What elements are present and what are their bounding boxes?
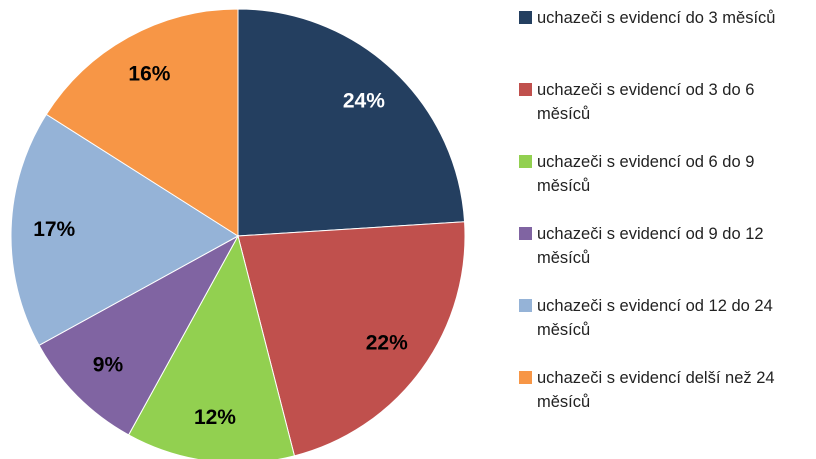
legend-item: uchazeči s evidencí od 12 do 24 měsíců xyxy=(519,294,809,366)
data-label: 22% xyxy=(366,332,408,355)
pie-slice xyxy=(237,8,466,237)
legend-label: uchazeči s evidencí delší než 24 měsíců xyxy=(537,369,775,411)
legend-swatch xyxy=(519,371,532,384)
data-label: 16% xyxy=(128,62,170,85)
data-label: 9% xyxy=(93,354,124,377)
pie-slice xyxy=(237,221,466,457)
pie-slice xyxy=(38,234,240,436)
legend: uchazeči s evidencí do 3 měsíců uchazeči … xyxy=(519,6,809,438)
data-label: 12% xyxy=(194,406,236,429)
legend-label: uchazeči s evidencí od 9 do 12 měsíců xyxy=(537,225,764,267)
legend-label: uchazeči s evidencí od 6 do 9 měsíců xyxy=(537,153,755,195)
pie-slice xyxy=(10,113,239,347)
legend-item: uchazeči s evidencí delší než 24 měsíců xyxy=(519,366,809,438)
legend-label: uchazeči s evidencí do 3 měsíců xyxy=(537,9,776,27)
data-label: 24% xyxy=(343,90,385,113)
legend-item: uchazeči s evidencí od 6 do 9 měsíců xyxy=(519,150,809,222)
data-label: 17% xyxy=(33,218,75,241)
legend-swatch xyxy=(519,11,532,24)
legend-item: uchazeči s evidencí do 3 měsíců xyxy=(519,6,809,78)
pie-slice xyxy=(45,8,239,237)
legend-label: uchazeči s evidencí od 12 do 24 měsíců xyxy=(537,297,773,339)
legend-swatch xyxy=(519,299,532,312)
legend-item: uchazeči s evidencí od 9 do 12 měsíců xyxy=(519,222,809,294)
legend-swatch xyxy=(519,227,532,240)
legend-label: uchazeči s evidencí od 3 do 6 měsíců xyxy=(537,81,755,123)
legend-item: uchazeči s evidencí od 3 do 6 měsíců xyxy=(519,78,809,150)
legend-swatch xyxy=(519,155,532,168)
legend-swatch xyxy=(519,83,532,96)
